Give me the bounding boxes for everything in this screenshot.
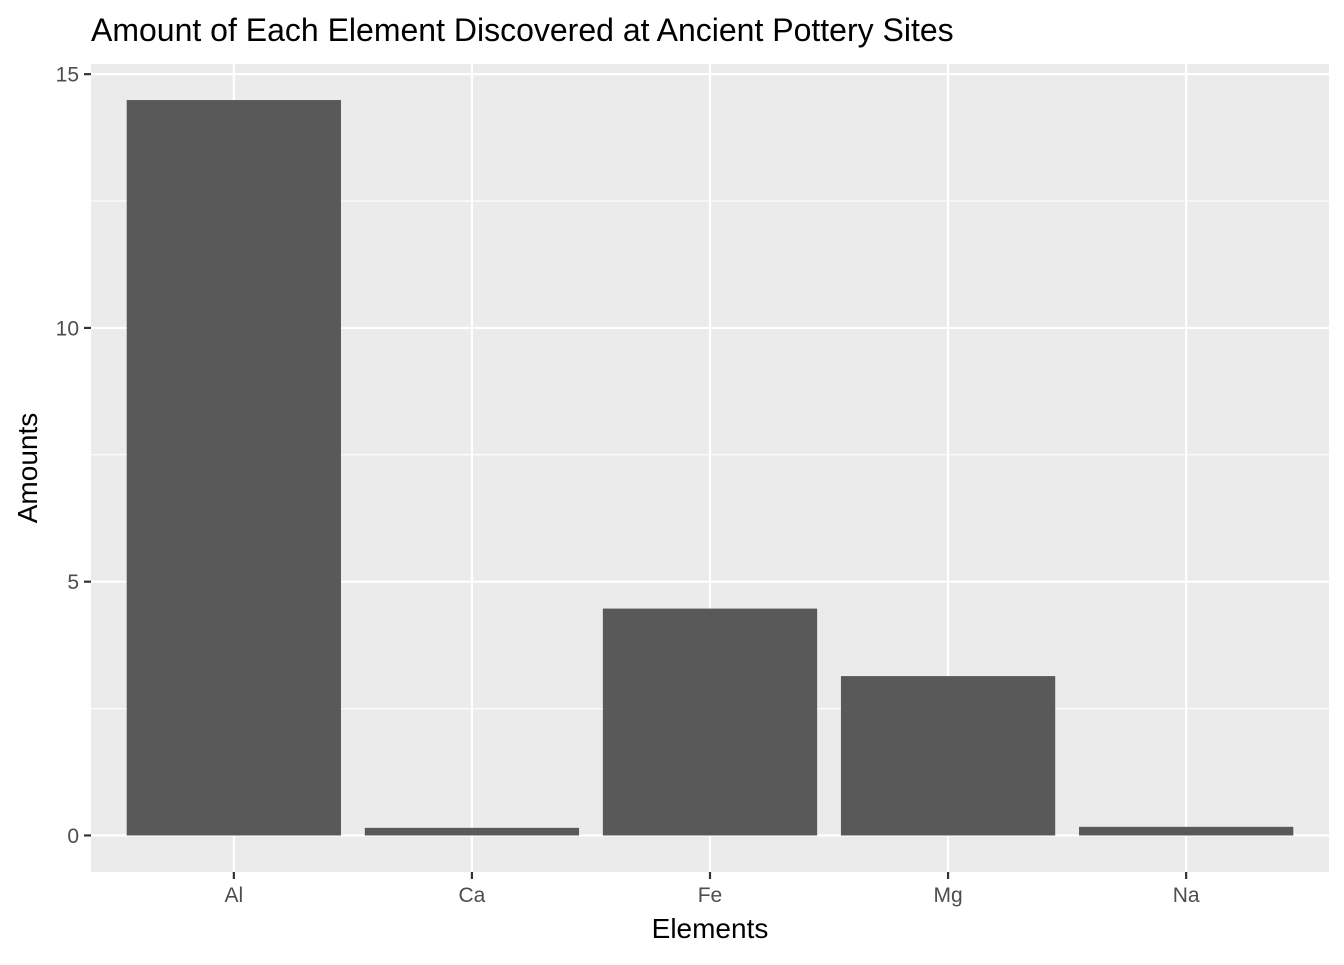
y-axis-title: Amounts: [12, 413, 43, 524]
bar-fe: [602, 608, 818, 836]
x-axis: Al Ca Fe Mg Na: [225, 872, 1200, 907]
x-tick-label: Mg: [933, 884, 962, 907]
y-tick-label: 10: [56, 317, 79, 340]
x-tick-label: Al: [225, 884, 244, 907]
y-tick-label: 15: [56, 64, 79, 87]
chart-title: Amount of Each Element Discovered at Anc…: [91, 12, 954, 48]
bar-al: [126, 100, 341, 836]
bar-ca: [364, 827, 580, 836]
y-tick-label: 0: [67, 825, 79, 848]
y-axis: 0 5 10 15: [56, 64, 91, 848]
bars: [126, 100, 1294, 836]
x-tick-label: Na: [1173, 884, 1200, 907]
x-axis-title: Elements: [652, 913, 769, 944]
bar-na: [1079, 826, 1294, 836]
bar-mg: [840, 676, 1056, 836]
x-tick-label: Ca: [458, 884, 485, 907]
y-tick-label: 5: [67, 571, 79, 594]
x-tick-label: Fe: [698, 884, 723, 907]
